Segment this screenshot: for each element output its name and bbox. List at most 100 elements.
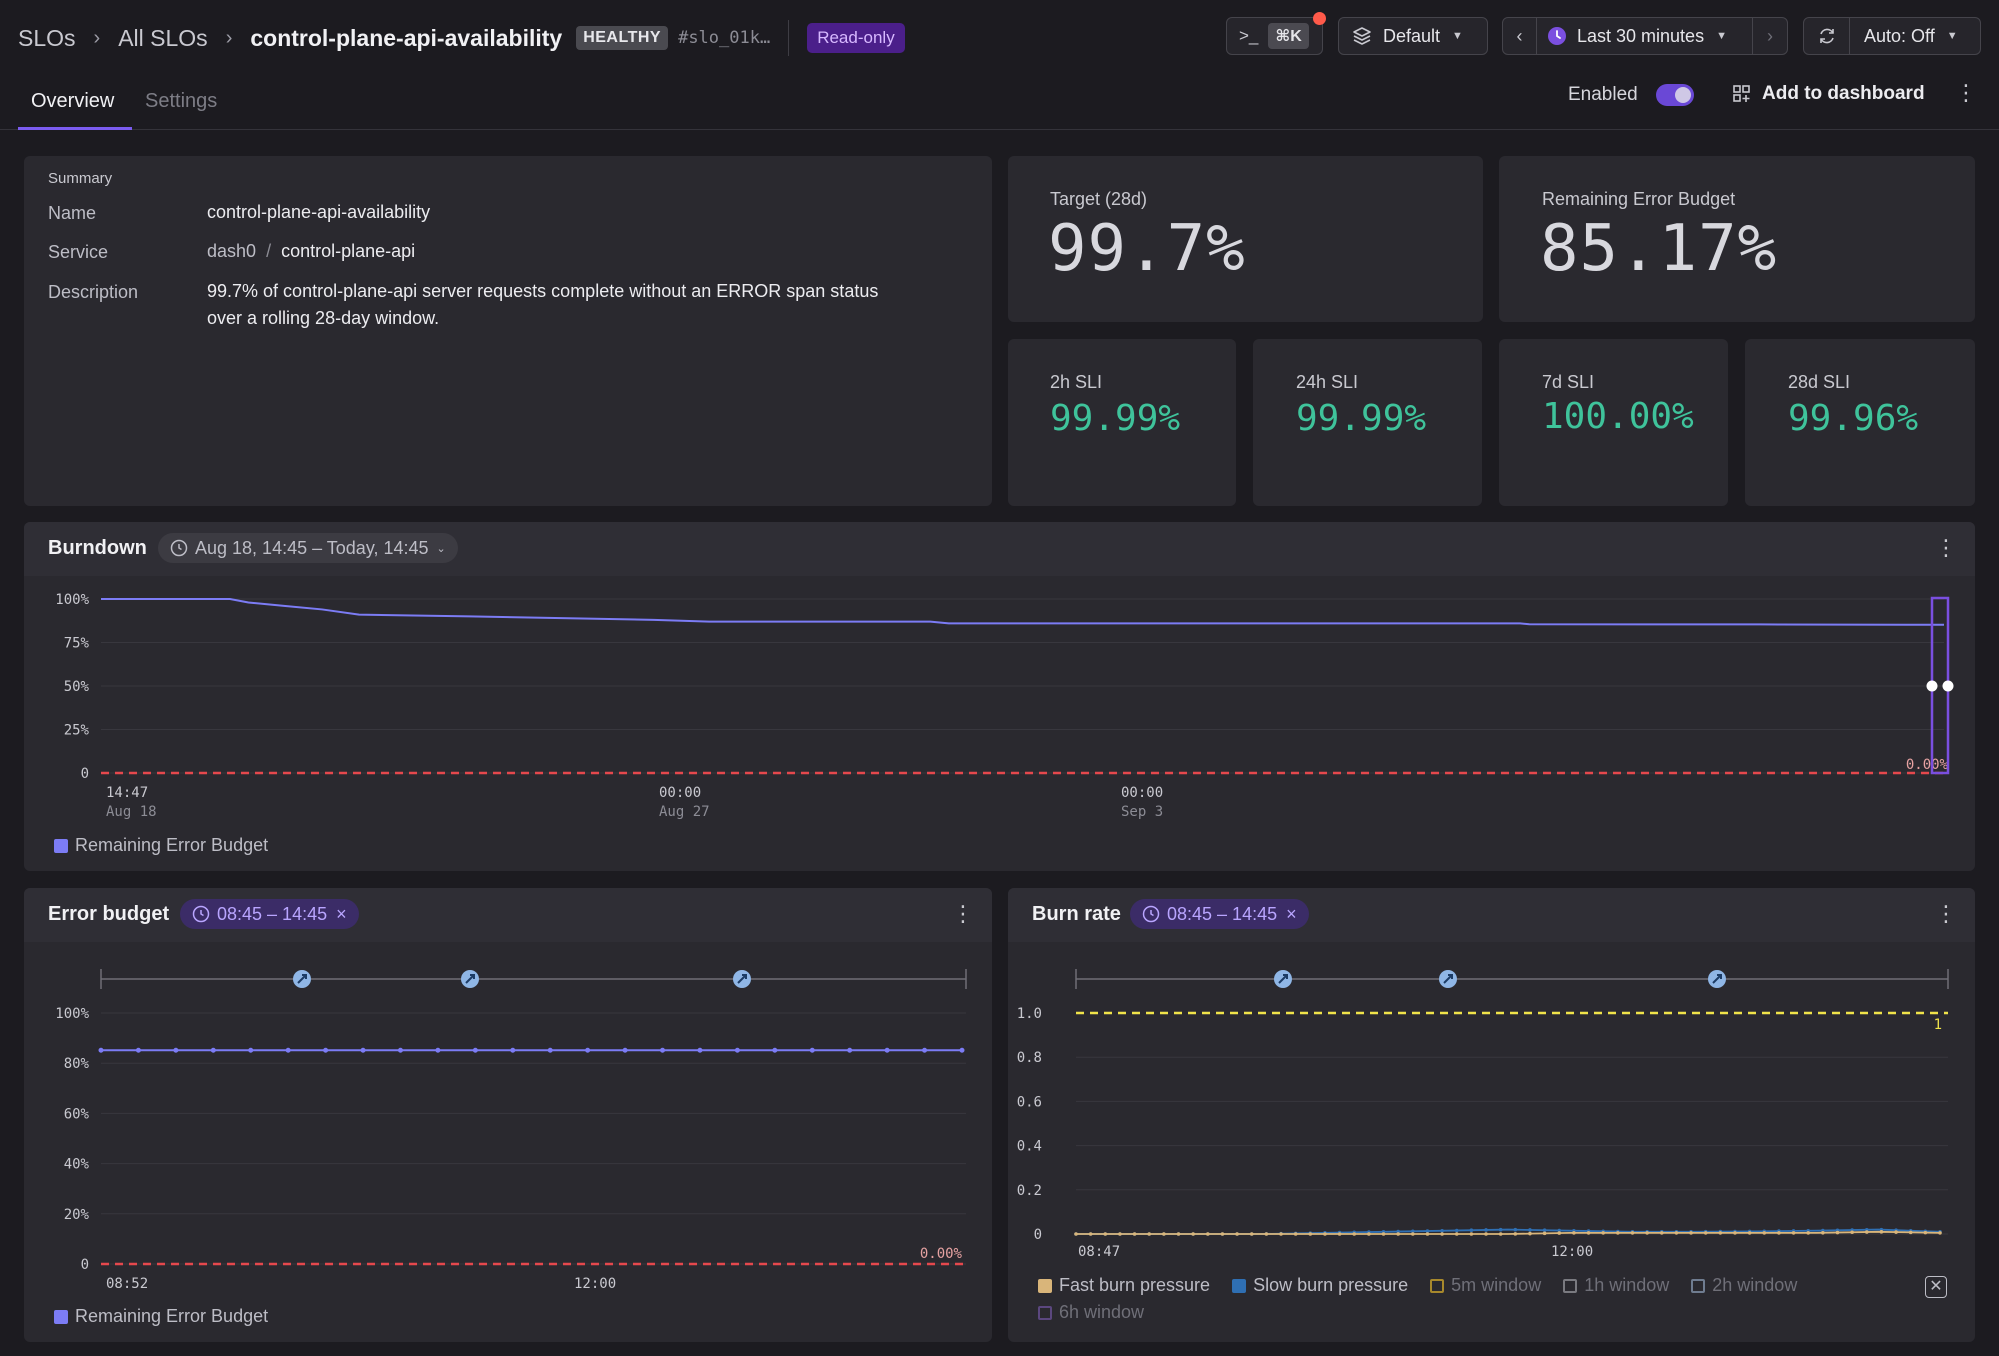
burndown-menu-icon[interactable]: ⋮	[1935, 535, 1957, 560]
legend-item[interactable]: 6h window	[1038, 1302, 1144, 1323]
legend-label: 6h window	[1059, 1302, 1145, 1322]
burndown-chart: 100% 75% 50% 25% 0 14:47 Aug 18 00:00 Aug 27 00:0…	[55, 592, 1954, 820]
burn-rate-point	[1132, 1232, 1137, 1236]
burn-rate-point	[1513, 1232, 1518, 1236]
more-menu-icon[interactable]: ⋮	[1955, 80, 1977, 105]
legend-label: 1h window	[1584, 1275, 1670, 1295]
burn-rate-point	[1308, 1232, 1313, 1236]
end-value-label: 0.00%	[920, 1246, 963, 1262]
legend-swatch	[1430, 1278, 1445, 1293]
budget-label: Remaining Error Budget	[1542, 189, 1736, 209]
name-label: Name	[48, 203, 97, 223]
sli-2h-value: 99.99%	[1050, 398, 1181, 439]
budget-value: 85.17%	[1540, 212, 1778, 286]
tab-overview[interactable]: Overview	[31, 90, 115, 112]
description-label: Description	[48, 282, 139, 302]
legend-label: 5m window	[1451, 1275, 1542, 1295]
legend-item[interactable]: Fast burn pressure	[1038, 1275, 1210, 1296]
burn-rate-point	[1454, 1228, 1459, 1233]
burndown-panel	[24, 522, 1975, 871]
notification-dot	[1313, 12, 1326, 25]
error-budget-range-pill[interactable]: 08:45 – 14:45 ×	[180, 899, 359, 929]
end-value-label: 0.00%	[1906, 757, 1949, 773]
tab-settings[interactable]: Settings	[145, 90, 218, 112]
burn-rate-point	[1440, 1232, 1444, 1236]
burn-rate-point	[1425, 1232, 1430, 1236]
burn-rate-point	[1088, 1232, 1093, 1236]
burn-rate-point	[1103, 1232, 1108, 1236]
burndown-range-pill[interactable]: Aug 18, 14:45 – Today, 14:45 ⌄	[158, 533, 458, 563]
sli-card-2h	[1008, 339, 1236, 506]
time-range-select[interactable]: Last 30 minutes ▼	[1537, 18, 1753, 54]
toggle-knob	[1675, 87, 1691, 103]
page-title: control-plane-api-availability	[250, 24, 563, 51]
legend-item[interactable]: 5m window	[1430, 1275, 1541, 1296]
y-tick-label: 0	[81, 766, 89, 782]
legend-item[interactable]: 1h window	[1563, 1275, 1669, 1296]
y-tick-label: 40%	[64, 1157, 90, 1173]
burn-rate-point	[1074, 1232, 1078, 1236]
y-tick-label: 60%	[64, 1106, 90, 1122]
error-budget-point	[173, 1047, 179, 1053]
legend-swatch	[54, 1309, 68, 1324]
target-label: Target (28d)	[1050, 189, 1148, 209]
auto-refresh-select[interactable]: Auto: Off ▼	[1850, 26, 1958, 47]
burndown-series-line	[101, 598, 1945, 626]
close-icon[interactable]: ×	[1286, 903, 1297, 924]
breadcrumb-slos[interactable]: SLOs	[18, 24, 76, 51]
burn-rate-point	[1293, 1232, 1298, 1236]
clock-icon	[1548, 27, 1566, 45]
command-palette-button[interactable]: >_ ⌘K	[1226, 12, 1326, 55]
burn-rate-point	[1542, 1231, 1547, 1236]
burn-rate-point	[1381, 1232, 1386, 1236]
legend-label: Slow burn pressure	[1253, 1275, 1409, 1295]
slo-id[interactable]: #slo_01k…	[678, 28, 771, 48]
error-budget-point	[323, 1047, 329, 1053]
service-namespace[interactable]: dash0	[207, 241, 257, 261]
error-budget-legend[interactable]: Remaining Error Budget	[54, 1306, 268, 1327]
chevron-left-icon[interactable]: ‹	[1503, 18, 1537, 54]
burn-rate-point	[1616, 1231, 1620, 1235]
service-label: Service	[48, 242, 109, 262]
sli-7d-value: 100.00%	[1542, 396, 1694, 437]
burn-rate-point	[1469, 1228, 1474, 1233]
status-badge: HEALTHY	[576, 26, 669, 50]
error-budget-point	[472, 1047, 478, 1053]
burn-rate-point	[1835, 1230, 1840, 1235]
legend-swatch	[1563, 1278, 1578, 1293]
clock-icon	[170, 539, 188, 557]
breadcrumb-all-slos[interactable]: All SLOs	[118, 24, 208, 51]
x-tick-label: 00:00	[659, 785, 701, 801]
refresh-button[interactable]	[1804, 18, 1850, 54]
burn-rate-point	[1440, 1228, 1444, 1233]
shortcut-key: ⌘K	[1268, 23, 1309, 49]
burn-rate-point	[1220, 1232, 1225, 1236]
legend-item[interactable]: Slow burn pressure	[1232, 1275, 1408, 1296]
burn-rate-menu-icon[interactable]: ⋮	[1935, 901, 1957, 926]
error-budget-point	[585, 1047, 591, 1053]
breadcrumb: SLOs › All SLOs › control-plane-api-avai…	[18, 20, 905, 56]
burn-rate-point	[1659, 1231, 1664, 1235]
enabled-toggle[interactable]	[1656, 84, 1694, 106]
x-tick-label: 12:00	[1551, 1244, 1593, 1260]
close-icon[interactable]: ×	[336, 903, 347, 924]
burndown-title: Burndown	[48, 537, 147, 559]
tab-bar: Overview Settings	[0, 72, 1999, 130]
burndown-legend[interactable]: Remaining Error Budget	[54, 835, 268, 856]
burn-rate-range-pill[interactable]: 08:45 – 14:45 ×	[1130, 899, 1309, 929]
chevron-right-icon[interactable]: ›	[1767, 25, 1773, 46]
error-budget-point	[135, 1047, 141, 1053]
service-name[interactable]: control-plane-api	[281, 241, 416, 261]
y-tick-label: 100%	[55, 1006, 89, 1022]
error-budget-point	[360, 1047, 366, 1053]
error-budget-menu-icon[interactable]: ⋮	[952, 901, 974, 926]
legend-label: Remaining Error Budget	[75, 835, 269, 855]
x-tick-label: 00:00	[1121, 785, 1163, 801]
close-icon[interactable]: ✕	[1925, 1276, 1947, 1298]
add-to-dashboard-button[interactable]: Add to dashboard	[1732, 83, 1925, 105]
service-separator: /	[266, 241, 272, 261]
legend-item[interactable]: 2h window	[1691, 1275, 1797, 1296]
dataset-select[interactable]: Default ▼	[1338, 17, 1488, 55]
burn-rate-point	[1747, 1231, 1752, 1235]
burn-rate-point	[1542, 1228, 1547, 1233]
